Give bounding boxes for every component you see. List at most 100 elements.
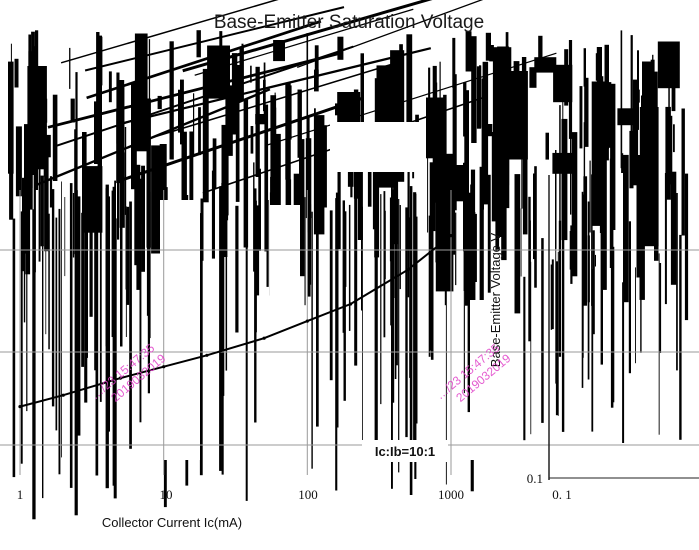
scan-artifact-bar [599,91,602,233]
scan-artifact-bar [479,65,482,128]
scan-artifact-line [20,211,23,464]
scan-artifact-line [12,218,16,478]
scan-artifact-line [592,230,595,335]
scan-artifact-bar [632,79,639,186]
scan-artifact-line [520,208,522,277]
scan-artifact-gap [330,122,422,172]
scan-artifact-bar [43,110,46,139]
scan-artifact-bar [505,32,509,48]
scan-artifact-line [591,269,594,432]
scan-artifact-bar [463,82,467,137]
scan-artifact-bar [684,173,689,321]
scan-artifact-bar [496,164,501,200]
scan-artifact-bar [159,144,167,197]
scan-artifact-bar [243,99,249,248]
scan-artifact-line [221,183,225,396]
scan-artifact-bar [511,93,515,132]
scan-artifact-bar [545,132,549,160]
scan-artifact-line [453,194,456,255]
scan-artifact-line [113,218,117,499]
scan-artifact-bar [427,144,429,233]
x-tick-label-1: 1 [17,487,24,502]
right-panel-y-tick-label: 0.1 [527,471,543,486]
scan-artifact-line [86,197,88,358]
scan-artifact-bar [561,118,568,241]
scan-artifact-streak [194,8,414,76]
scan-artifact-line [533,173,536,260]
scan-artifact-bar [596,47,602,128]
scan-artifact-line [409,186,413,495]
scan-artifact-line [587,201,590,380]
scan-artifact-line [111,190,114,337]
scan-artifact-bar [583,176,588,306]
scan-artifact-bar [124,127,127,215]
scan-artifact-bar [270,95,277,213]
scan-artifact-line [528,196,531,342]
scan-artifact-bar [253,162,255,272]
scan-artifact-line [591,176,594,225]
scan-artifact-line [635,267,636,364]
scan-artifact-line [523,276,526,441]
scan-artifact-bar [406,34,413,148]
scan-artifact-bar [10,43,12,87]
scan-artifact-bar [360,53,364,133]
scan-artifact-bar [212,138,217,190]
scan-artifact-bar [487,174,491,293]
scan-artifact-line [455,212,457,286]
scan-artifact-bar [22,177,25,272]
scan-artifact-line [89,188,93,317]
scan-artifact-line [600,193,603,365]
scan-artifact-line [463,195,465,394]
scan-artifact-line [219,186,222,471]
scan-artifact-line [529,220,531,334]
scan-artifact-line [64,197,66,277]
scan-artifact-bar [8,61,14,174]
scan-artifact-bar [439,61,441,206]
scan-artifact-line [126,206,130,305]
scan-artifact-line [637,179,640,231]
scan-artifact-line [77,196,81,436]
scan-artifact-line [61,181,62,458]
scan-artifact-line [147,209,150,394]
scan-artifact-line [94,192,98,371]
series-point [118,376,122,380]
scan-artifact-bar [497,118,504,237]
scan-artifact-bar [399,44,403,180]
scan-artifact-streak [152,63,394,139]
scan-artifact-line [34,211,36,321]
series-point [349,302,353,306]
scan-artifact-bar [657,41,680,89]
scan-artifact-bar [492,47,512,144]
scan-artifact-bar [471,36,477,144]
scan-artifact-line [594,254,596,267]
scan-artifact-bar [465,31,472,72]
scan-artifact-bar [148,39,151,175]
scan-artifact-bar [231,53,238,135]
x-tick-label-100: 100 [298,487,318,502]
series-point [305,319,309,323]
scan-artifact-line [55,217,58,431]
scan-artifact-bar [452,37,456,88]
scan-artifact-bar [15,126,22,197]
scan-artifact-line [32,209,36,520]
scan-artifact-bar [482,61,489,205]
scan-artifact-line [469,213,473,318]
scan-artifact-bar [514,174,521,314]
scan-artifact-bar [306,33,309,171]
scan-artifact-bar [52,94,58,181]
scan-artifact-line [69,183,73,488]
scan-artifact-bar [75,72,78,215]
scan-artifact-bar [235,65,240,202]
scan-artifact-bar [641,104,643,123]
scan-artifact-bar [636,155,641,175]
scan-artifact-line [125,208,127,337]
scan-artifact-gap [160,200,200,460]
scan-artifact-line [659,263,662,353]
scan-artifact-bar [34,122,38,190]
scan-artifact-bar [513,61,520,105]
annotation-box [362,440,448,462]
scan-artifact-bar [668,87,670,127]
scan-artifact-line [445,203,447,485]
scan-artifact-bar [49,176,53,208]
scan-artifact-streak [265,52,557,147]
